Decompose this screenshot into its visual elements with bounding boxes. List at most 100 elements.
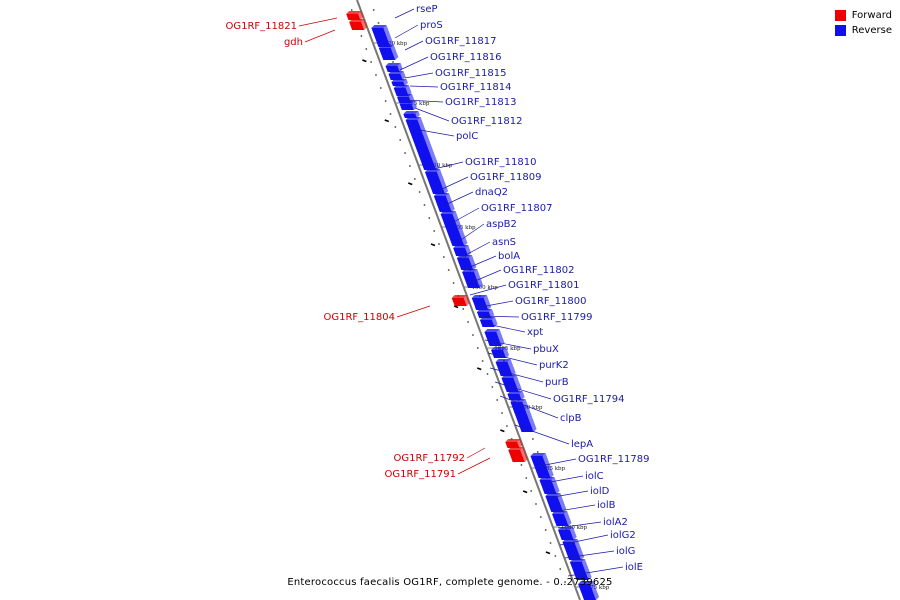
reverse-gene-label: OG1RF_11814: [440, 82, 512, 93]
reverse-gene-arrow-face: [491, 350, 507, 358]
reverse-gene-label: OG1RF_11807: [481, 203, 553, 214]
forward-gene-label: OG1RF_11821: [226, 21, 298, 32]
reverse-gene-arrow-face: [530, 456, 551, 478]
reverse-gene-arrow-top: [578, 581, 594, 584]
forward-label-leader: [304, 29, 336, 43]
reverse-label-leader: [459, 241, 491, 259]
reverse-gene-arrow-face: [462, 272, 481, 288]
forward-gene-arrow-face: [451, 298, 467, 306]
guide-dot: [520, 464, 523, 466]
guide-dot: [535, 503, 537, 505]
reverse-gene-label: dnaQ2: [475, 187, 508, 198]
reverse-gene-label: purK2: [539, 360, 569, 371]
reverse-gene-label: iolG: [616, 546, 635, 557]
reverse-gene-arrow: [453, 245, 472, 256]
reverse-gene-arrow-top: [391, 79, 407, 82]
forward-gene-label: OG1RF_11804: [324, 312, 396, 323]
reverse-label-leader: [474, 300, 514, 309]
reverse-label-leader: [547, 490, 589, 499]
forward-gene-arrow-face: [508, 450, 525, 462]
reverse-gene-label: pbuX: [533, 344, 559, 355]
guide-dot: [554, 555, 557, 557]
reverse-gene-label: OG1RF_11789: [578, 454, 650, 465]
guide-dot: [536, 451, 539, 453]
legend-forward-label: Forward: [851, 10, 892, 21]
reverse-gene-label: OG1RF_11809: [470, 172, 542, 183]
guide-dot: [481, 360, 484, 362]
reverse-gene-arrow-top: [507, 391, 523, 394]
forward-gene-arrow-side: [361, 19, 368, 30]
reverse-gene-arrow-face: [510, 402, 534, 432]
guide-dot: [559, 568, 562, 570]
guide-dot: [404, 152, 406, 154]
reverse-gene-label: iolG2: [610, 530, 636, 541]
reverse-gene-arrow-face: [433, 196, 452, 212]
reverse-gene-arrow-face: [558, 530, 574, 540]
reverse-gene-arrow-face: [371, 28, 391, 47]
reverse-gene-arrow-top: [424, 169, 440, 172]
guide-dot: [442, 256, 445, 258]
guide-dot: [491, 386, 494, 388]
forward-label-leader: [396, 305, 431, 318]
reverse-gene-arrow-side: [503, 347, 510, 358]
reverse-gene-label: OG1RF_11802: [503, 265, 575, 276]
reverse-gene-arrow-side: [581, 559, 592, 580]
guide-dash: [407, 182, 413, 186]
reverse-gene-label: polC: [456, 131, 478, 142]
guide-dot: [392, 61, 394, 63]
guide-dot: [365, 48, 368, 50]
reverse-gene-arrow-side: [488, 309, 495, 318]
legend-item-reverse: Reverse: [834, 23, 892, 38]
guide-dot: [467, 321, 470, 323]
tick-label: 1910 kbp: [426, 163, 453, 169]
reverse-label-leader: [479, 315, 520, 318]
reverse-gene-label: aspB2: [486, 219, 517, 230]
reverse-gene-arrow: [456, 255, 477, 270]
reverse-gene-arrow-top: [501, 375, 517, 378]
forward-gene-arrow-top: [451, 295, 467, 298]
forward-gene-arrow-top: [508, 447, 524, 450]
reverse-gene-arrow-top: [476, 309, 492, 312]
reverse-label-leader: [481, 322, 526, 333]
guide-dot: [375, 74, 377, 76]
forward-gene-arrow-face: [349, 22, 365, 30]
guide-dot: [418, 191, 421, 193]
reverse-gene-arrow: [501, 375, 522, 392]
guide-dot: [531, 438, 534, 440]
reverse-gene-arrow-face: [495, 362, 513, 376]
reverse-gene-arrow-side: [570, 527, 577, 540]
tick-label: 1905 kbp: [449, 225, 476, 231]
reverse-label-leader: [399, 56, 429, 71]
guide-dot: [377, 22, 380, 24]
reverse-gene-arrow-top: [385, 63, 401, 66]
forward-gene-label: gdh: [284, 37, 303, 48]
forward-label-leader: [457, 457, 491, 475]
reverse-label-leader: [539, 458, 577, 467]
kbp-ticks: 1920 kbp 1915 kbp 1910 kbp 1905 kbp 1900 kbp…: [373, 41, 610, 591]
reverse-gene-arrow-face: [507, 394, 522, 400]
guide-dash: [362, 59, 367, 63]
forward-gene-label: OG1RF_11791: [385, 469, 457, 480]
reverse-gene-arrow-side: [400, 71, 406, 80]
reverse-gene-label: iolC: [585, 471, 604, 482]
reverse-gene-arrow-top: [378, 45, 394, 48]
reverse-gene-arrow: [491, 347, 510, 358]
guide-dot: [409, 165, 411, 167]
reverse-gene-arrow: [569, 559, 592, 580]
guide-dot: [472, 334, 474, 336]
reverse-gene-arrow: [510, 399, 537, 432]
reverse-gene-arrow: [552, 511, 572, 526]
reverse-gene-arrow-top: [462, 269, 478, 272]
guide-dot: [394, 126, 397, 128]
reverse-label-leader: [439, 176, 469, 191]
forward-gene-arrow-side: [358, 11, 364, 20]
reverse-label-leader: [404, 99, 444, 103]
reverse-gene-arrow-side: [474, 269, 484, 288]
guide-dot: [564, 581, 566, 583]
guide-dot: [433, 230, 436, 232]
guide-dot: [486, 373, 489, 375]
reverse-label-leader: [484, 339, 532, 350]
reverse-gene-arrow-side: [574, 539, 585, 560]
forward-gene-arrow-top: [349, 19, 365, 22]
guide-dot: [360, 35, 363, 37]
